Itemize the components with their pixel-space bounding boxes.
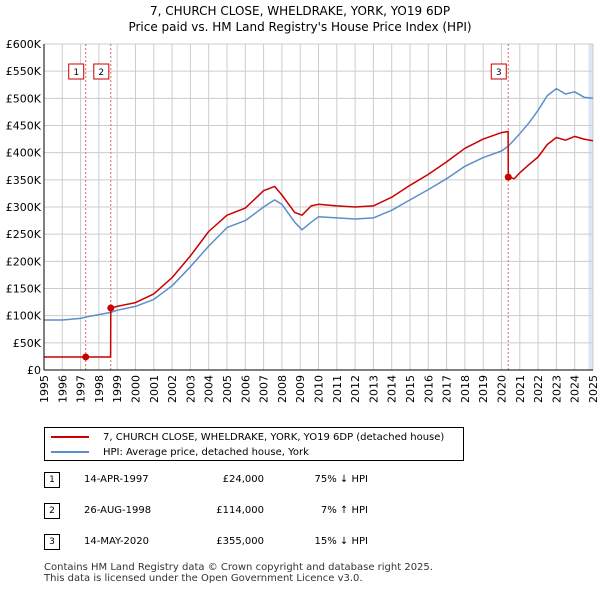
sale-marker-label: 1 bbox=[73, 68, 79, 78]
x-tick-label: 2008 bbox=[276, 375, 289, 403]
legend-swatch-hpi bbox=[51, 451, 89, 453]
x-tick-label: 1998 bbox=[93, 375, 106, 403]
sale-point bbox=[107, 304, 115, 312]
y-tick-label: £350K bbox=[6, 174, 42, 187]
x-tick-label: 2006 bbox=[239, 375, 252, 403]
x-tick-label: 2003 bbox=[184, 375, 197, 403]
x-tick-label: 1997 bbox=[75, 375, 88, 403]
y-tick-label: £500K bbox=[6, 92, 42, 105]
x-tick-label: 2000 bbox=[130, 375, 143, 403]
x-tick-label: 2004 bbox=[203, 375, 216, 403]
y-tick-label: £100K bbox=[6, 310, 42, 323]
property-price-line bbox=[44, 130, 594, 358]
x-tick-label: 2012 bbox=[349, 375, 362, 403]
x-tick-label: 2016 bbox=[422, 375, 435, 403]
x-tick-label: 2025 bbox=[587, 375, 600, 403]
sale-number-badge: 3 bbox=[44, 534, 60, 550]
sale-marker-label: 2 bbox=[98, 68, 104, 78]
x-tick-label: 2024 bbox=[569, 375, 582, 403]
sale-date: 14-MAY-2020 bbox=[84, 536, 150, 547]
y-tick-label: £200K bbox=[6, 255, 42, 268]
footer-copyright: Contains HM Land Registry data © Crown c… bbox=[44, 562, 433, 573]
sale-number-badge: 1 bbox=[44, 472, 60, 488]
x-tick-label: 2013 bbox=[367, 375, 380, 403]
legend-item-property: 7, CHURCH CLOSE, WHELDRAKE, YORK, YO19 6… bbox=[51, 430, 444, 444]
y-tick-label: £150K bbox=[6, 283, 42, 296]
x-tick-label: 2002 bbox=[166, 375, 179, 403]
y-tick-label: £400K bbox=[6, 147, 42, 160]
x-tick-label: 2019 bbox=[477, 375, 490, 403]
footer-licence: This data is licensed under the Open Gov… bbox=[44, 573, 363, 584]
price-chart: £0 £50K £100K £150K £200K £250K £300K £350K £400… bbox=[6, 38, 600, 403]
legend-item-hpi: HPI: Average price, detached house, York bbox=[51, 445, 309, 459]
y-tick-label: £300K bbox=[6, 201, 42, 214]
hpi-line bbox=[44, 87, 594, 321]
sale-price: £114,000 bbox=[216, 505, 264, 516]
sale-hpi-diff: 15% ↓ HPI bbox=[314, 536, 368, 547]
x-tick-label: 1999 bbox=[111, 375, 124, 403]
sale-marker-badge bbox=[93, 63, 110, 80]
sale-point bbox=[82, 353, 90, 361]
y-tick-label: £550K bbox=[6, 65, 42, 78]
legend-label-property: 7, CHURCH CLOSE, WHELDRAKE, YORK, YO19 6… bbox=[103, 431, 445, 443]
x-tick-label: 2018 bbox=[459, 375, 472, 403]
x-tick-label: 2005 bbox=[221, 375, 234, 403]
chart-legend: 7, CHURCH CLOSE, WHELDRAKE, YORK, YO19 6… bbox=[44, 427, 464, 461]
sale-marker-badge bbox=[68, 63, 85, 80]
sale-point bbox=[504, 173, 512, 181]
y-tick-label: £250K bbox=[6, 228, 42, 241]
x-tick-label: 2010 bbox=[313, 375, 326, 403]
legend-swatch-property bbox=[51, 436, 89, 438]
sale-hpi-diff: 75% ↓ HPI bbox=[314, 474, 368, 485]
sale-marker-label: 3 bbox=[496, 68, 502, 78]
sale-price: £355,000 bbox=[216, 536, 264, 547]
x-tick-label: 2015 bbox=[404, 375, 417, 403]
y-tick-label: £600K bbox=[6, 38, 42, 51]
x-tick-label: 2022 bbox=[532, 375, 545, 403]
table-row: 3 14-MAY-2020 £355,000 15% ↓ HPI bbox=[44, 534, 404, 552]
x-tick-label: 2009 bbox=[294, 375, 307, 403]
sale-date: 26-AUG-1998 bbox=[84, 505, 152, 516]
x-tick-label: 2011 bbox=[331, 375, 344, 403]
x-tick-label: 2020 bbox=[496, 375, 509, 403]
sale-date: 14-APR-1997 bbox=[84, 474, 149, 485]
sale-number-badge: 2 bbox=[44, 503, 60, 519]
x-tick-label: 2007 bbox=[258, 375, 271, 403]
x-tick-label: 2014 bbox=[386, 375, 399, 403]
x-tick-label: 1996 bbox=[56, 375, 69, 403]
y-tick-label: £0 bbox=[27, 364, 41, 377]
x-tick-label: 2021 bbox=[514, 375, 527, 403]
sale-hpi-diff: 7% ↑ HPI bbox=[320, 505, 368, 516]
sale-marker-badge bbox=[490, 63, 507, 80]
y-tick-label: £50K bbox=[13, 337, 42, 350]
sale-price: £24,000 bbox=[222, 474, 264, 485]
x-tick-label: 2023 bbox=[550, 375, 563, 403]
legend-label-hpi: HPI: Average price, detached house, York bbox=[103, 446, 309, 458]
table-row: 2 26-AUG-1998 £114,000 7% ↑ HPI bbox=[44, 503, 404, 521]
y-tick-label: £450K bbox=[6, 120, 42, 133]
x-tick-label: 2001 bbox=[148, 375, 161, 403]
chart-title-address: 7, CHURCH CLOSE, WHELDRAKE, YORK, YO19 6… bbox=[149, 4, 451, 18]
table-row: 1 14-APR-1997 £24,000 75% ↓ HPI bbox=[44, 472, 404, 490]
x-tick-label: 1995 bbox=[38, 375, 51, 403]
x-tick-label: 2017 bbox=[441, 375, 454, 403]
chart-subtitle: Price paid vs. HM Land Registry's House … bbox=[128, 20, 472, 34]
